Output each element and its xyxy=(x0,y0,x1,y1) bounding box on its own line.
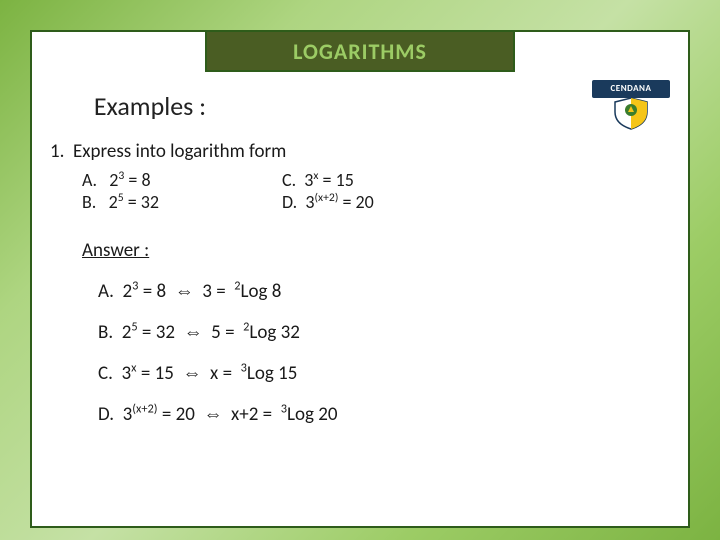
answer-heading: Answer : xyxy=(82,239,670,262)
answer-A-logbase: 2 xyxy=(234,279,240,294)
question-text: 1. Express into logarithm form xyxy=(50,140,670,163)
answer-B: B. 25 = 32 ⇔ 5 = 2Log 32 xyxy=(98,321,670,344)
question-prompt: Express into logarithm form xyxy=(73,140,286,163)
answer-C-logarg: 15 xyxy=(278,362,297,385)
school-logo: CENDANA xyxy=(592,80,670,132)
answer-B-lbase: 2 xyxy=(122,321,132,344)
answer-A-lval: 8 xyxy=(156,280,166,303)
option-D-label: D. xyxy=(282,191,297,213)
option-D: D. 3(x+2) = 20 xyxy=(282,191,374,213)
answer-A-rleft: 3 = xyxy=(202,280,225,303)
iff-icon: ⇔ xyxy=(184,322,203,343)
slide-title: LOGARITHMS xyxy=(205,30,515,72)
slide-frame: LOGARITHMS Examples : CENDANA 1. Express… xyxy=(30,30,690,528)
options-row-1: A. 23 = 8 C. 3x = 15 xyxy=(82,169,670,191)
option-B-label: B. xyxy=(82,191,96,213)
option-C-val: 15 xyxy=(336,169,354,191)
content-area: 1. Express into logarithm form A. 23 = 8… xyxy=(50,140,670,426)
answer-A: A. 23 = 8 ⇔ 3 = 2Log 8 xyxy=(98,280,670,303)
option-B: B. 25 = 32 xyxy=(82,191,282,213)
options-row-2: B. 25 = 32 D. 3(x+2) = 20 xyxy=(82,191,670,213)
answer-D-lval: 20 xyxy=(176,403,195,426)
question-number: 1. xyxy=(50,140,64,163)
answer-B-logbase: 2 xyxy=(243,320,249,335)
option-A-label: A. xyxy=(82,169,97,191)
option-C-label: C. xyxy=(282,169,296,191)
examples-heading: Examples : xyxy=(50,86,250,126)
answer-B-logarg: 32 xyxy=(281,321,300,344)
answer-B-lval: 32 xyxy=(156,321,175,344)
answer-D-logbase: 3 xyxy=(281,402,287,417)
answer-D-rleft: x+2 = xyxy=(231,403,272,426)
answer-C-lbase: 3 xyxy=(122,362,132,385)
answer-A-lbase: 2 xyxy=(123,280,133,303)
answer-D-lbase: 3 xyxy=(123,403,133,426)
iff-icon: ⇔ xyxy=(182,363,201,384)
answer-D-lexp: (x+2) xyxy=(132,402,157,417)
answer-C-lexp: x xyxy=(131,361,136,376)
answer-C: C. 3x = 15 ⇔ x = 3Log 15 xyxy=(98,362,670,385)
option-A-exp: 3 xyxy=(118,169,124,183)
answer-A-logarg: 8 xyxy=(272,280,282,303)
option-A-val: 8 xyxy=(141,169,150,191)
answer-C-logbase: 3 xyxy=(241,361,247,376)
answer-D-logarg: 20 xyxy=(318,403,337,426)
answer-C-rleft: x = xyxy=(210,362,232,385)
shield-icon xyxy=(609,96,653,130)
answer-D: D. 3(x+2) = 20 ⇔ x+2 = 3Log 20 xyxy=(98,403,670,426)
answer-A-label: A. xyxy=(98,280,114,303)
iff-icon: ⇔ xyxy=(203,404,222,425)
option-B-val: 32 xyxy=(141,191,159,213)
option-B-exp: 5 xyxy=(118,191,124,205)
answer-C-label: C. xyxy=(98,362,113,385)
answer-D-label: D. xyxy=(98,403,114,426)
option-C-exp: x xyxy=(313,169,318,183)
answer-B-label: B. xyxy=(98,321,113,344)
answer-A-lexp: 3 xyxy=(132,279,138,294)
answer-B-rleft: 5 = xyxy=(211,321,234,344)
option-D-val: 20 xyxy=(355,191,373,213)
option-D-exp: (x+2) xyxy=(314,191,338,205)
iff-icon: ⇔ xyxy=(175,281,194,302)
option-C: C. 3x = 15 xyxy=(282,169,354,191)
option-A: A. 23 = 8 xyxy=(82,169,282,191)
option-B-base: 2 xyxy=(109,191,118,213)
answer-B-lexp: 5 xyxy=(131,320,137,335)
answer-C-lval: 15 xyxy=(155,362,174,385)
